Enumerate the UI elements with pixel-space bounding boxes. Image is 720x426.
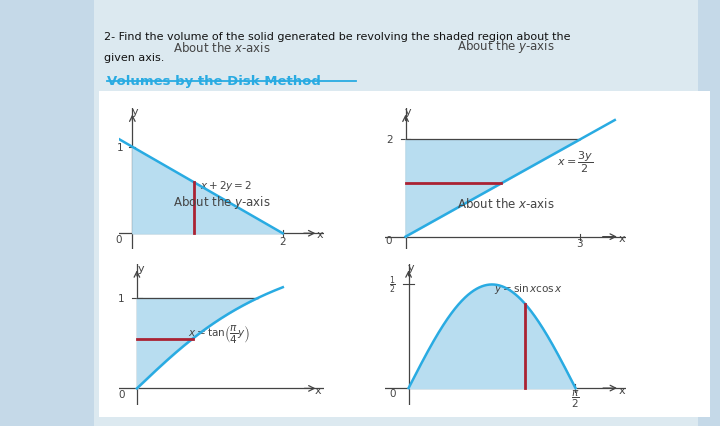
Text: $\frac{1}{2}$: $\frac{1}{2}$ (389, 274, 396, 296)
Text: $x + 2y = 2$: $x + 2y = 2$ (200, 179, 252, 193)
Text: Volumes by the Disk Method: Volumes by the Disk Method (107, 75, 320, 87)
Text: 2: 2 (386, 135, 392, 145)
Text: $\dfrac{\pi}{2}$: $\dfrac{\pi}{2}$ (571, 387, 580, 409)
Text: given axis.: given axis. (104, 53, 165, 63)
Text: 0: 0 (390, 389, 396, 398)
Text: x: x (618, 385, 626, 395)
Text: $x = \tan\!\left(\dfrac{\pi}{4}y\right)$: $x = \tan\!\left(\dfrac{\pi}{4}y\right)$ (188, 323, 250, 345)
Text: 1: 1 (117, 142, 123, 153)
Text: x: x (618, 233, 625, 243)
Text: y: y (405, 107, 412, 117)
Text: About the $y$-axis: About the $y$-axis (457, 38, 554, 55)
Text: 0: 0 (118, 389, 125, 400)
Text: y: y (132, 107, 139, 117)
Text: $x = \dfrac{3y}{2}$: $x = \dfrac{3y}{2}$ (557, 149, 593, 175)
Text: 3: 3 (577, 239, 583, 249)
Text: 0: 0 (115, 234, 122, 244)
Text: 0: 0 (385, 236, 392, 246)
Text: About the $x$-axis: About the $x$-axis (173, 41, 270, 55)
Text: 2- Find the volume of the solid generated be revolving the shaded region about t: 2- Find the volume of the solid generate… (104, 32, 571, 42)
Text: x: x (315, 385, 321, 395)
Text: y: y (408, 262, 414, 272)
Text: $y = \sin x \cos x$: $y = \sin x \cos x$ (494, 281, 563, 295)
Text: About the $x$-axis: About the $x$-axis (457, 197, 554, 211)
Text: 1: 1 (118, 294, 125, 303)
Text: About the $y$-axis: About the $y$-axis (173, 194, 270, 211)
Text: y: y (138, 264, 144, 273)
Text: x: x (317, 230, 323, 239)
Text: 2: 2 (279, 237, 286, 247)
